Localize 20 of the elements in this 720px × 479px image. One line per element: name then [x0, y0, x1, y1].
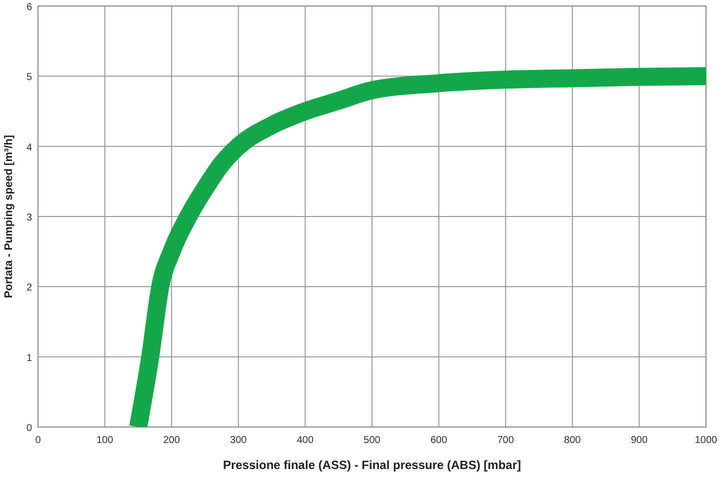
- y-tick-label: 5: [26, 72, 32, 84]
- x-tick-label: 400: [296, 435, 314, 446]
- x-tick-label: 300: [230, 435, 248, 446]
- x-tick-label: 700: [497, 435, 514, 446]
- x-axis-title: Pressione finale (ASS) - Final pressure (ABS) [mbar]: [222, 458, 522, 472]
- x-tick-label: 900: [630, 435, 648, 446]
- x-tick-label: 800: [564, 435, 582, 446]
- y-tick-label: 4: [26, 142, 32, 154]
- x-tick-label: 500: [364, 435, 381, 446]
- y-tick-label: 0: [26, 423, 32, 434]
- x-tick-label: 200: [163, 435, 180, 446]
- y-tick-label: 2: [26, 282, 32, 294]
- y-tick-label: 3: [26, 212, 32, 224]
- y-tick-label: 1: [26, 352, 32, 364]
- y-axis-title: Portata - Pumping speed [m³/h]: [3, 134, 15, 298]
- x-tick-label: 600: [430, 435, 448, 446]
- x-tick-label: 100: [96, 435, 114, 446]
- x-tick-label: 0: [35, 435, 42, 446]
- x-tick-label: 1000: [694, 435, 718, 446]
- y-tick-label: 6: [26, 2, 32, 13]
